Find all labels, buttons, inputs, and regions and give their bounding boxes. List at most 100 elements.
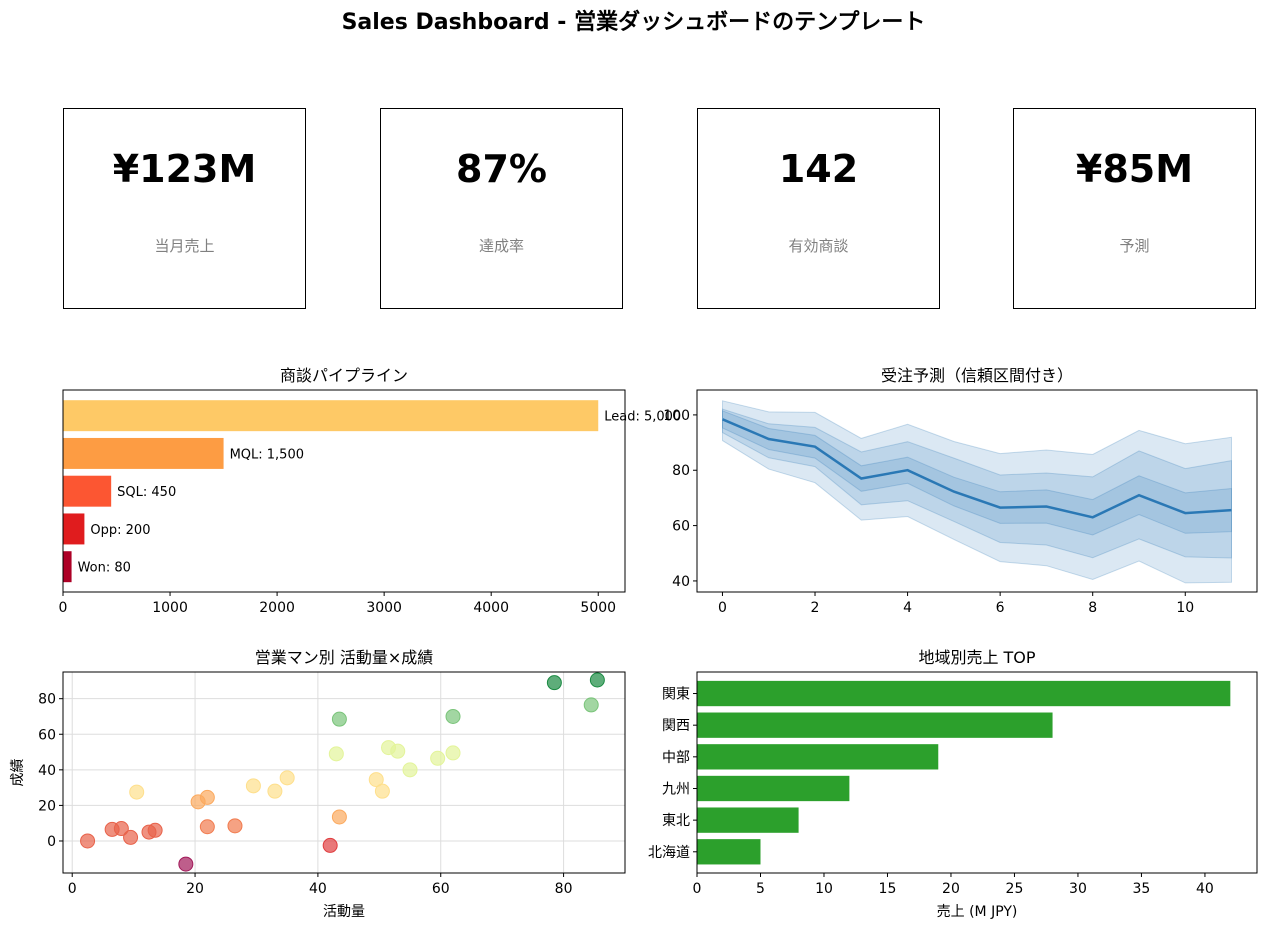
confidence-band-1 bbox=[722, 410, 1232, 536]
forecast-x-tick-label: 0 bbox=[718, 600, 727, 616]
pipeline-data-label: SQL: 450 bbox=[117, 485, 176, 500]
scatter-y-tick-label: 20 bbox=[38, 798, 56, 814]
scatter-x-tick-label: 0 bbox=[68, 881, 77, 897]
region-x-tick-label: 40 bbox=[1196, 881, 1214, 897]
scatter-point bbox=[445, 745, 461, 761]
confidence-band-3 bbox=[722, 400, 1232, 584]
kpi-card-monthly-sales: ¥123M 当月売上 bbox=[63, 108, 306, 309]
pipeline-x-tick-label: 4000 bbox=[473, 600, 509, 616]
scatter-x-tick-label: 60 bbox=[432, 881, 450, 897]
region-x-tick-label: 15 bbox=[879, 881, 897, 897]
pipeline-data-label: Won: 80 bbox=[78, 561, 131, 576]
scatter-point bbox=[227, 818, 243, 834]
forecast-x-tick-label: 2 bbox=[811, 600, 820, 616]
scatter-x-tick-label: 20 bbox=[186, 881, 204, 897]
scatter-point bbox=[430, 750, 446, 766]
scatter-y-tick-label: 40 bbox=[38, 763, 56, 779]
scatter-point bbox=[331, 809, 347, 825]
scatter-point bbox=[80, 833, 96, 849]
region-y-tick-label: 中部 bbox=[662, 750, 690, 766]
region-x-tick-label: 30 bbox=[1069, 881, 1087, 897]
kpi-label: 当月売上 bbox=[154, 237, 215, 255]
region-y-tick-label: 関東 bbox=[662, 687, 690, 703]
forecast-y-tick-label: 40 bbox=[672, 574, 690, 590]
forecast-y-tick-label: 100 bbox=[663, 408, 690, 424]
confidence-band-2 bbox=[722, 408, 1232, 559]
pipeline-data-label: Opp: 200 bbox=[90, 523, 150, 538]
forecast-plot-frame bbox=[696, 389, 1258, 593]
scatter-y-tick-label: 80 bbox=[38, 692, 56, 708]
scatter-x-axis-label: 活動量 bbox=[323, 904, 365, 920]
scatter-point bbox=[368, 772, 384, 788]
scatter-point bbox=[199, 789, 215, 805]
pipeline-plot-frame bbox=[62, 389, 626, 593]
region-bar bbox=[697, 744, 939, 770]
region-x-tick-label: 35 bbox=[1133, 881, 1151, 897]
forecast-x-tick-label: 6 bbox=[996, 600, 1005, 616]
region-plot-frame bbox=[696, 671, 1258, 874]
pipeline-x-tick-label: 2000 bbox=[259, 600, 295, 616]
scatter-point bbox=[147, 822, 163, 838]
forecast-chart-title: 受注予測（信頼区間付き） bbox=[881, 366, 1073, 385]
scatter-point bbox=[279, 770, 295, 786]
pipeline-x-tick-label: 3000 bbox=[366, 600, 402, 616]
region-x-tick-label: 25 bbox=[1006, 881, 1024, 897]
pipeline-x-tick-label: 5000 bbox=[580, 600, 616, 616]
forecast-y-tick-label: 60 bbox=[672, 519, 690, 535]
scatter-point bbox=[267, 783, 283, 799]
region-x-axis-label: 売上 (M JPY) bbox=[937, 904, 1018, 920]
pipeline-x-tick-label: 1000 bbox=[152, 600, 188, 616]
kpi-card-forecast: ¥85M 予測 bbox=[1013, 108, 1256, 309]
scatter-point bbox=[589, 672, 605, 688]
forecast-x-tick-label: 10 bbox=[1176, 600, 1194, 616]
scatter-point bbox=[129, 784, 145, 800]
scatter-chart-title: 営業マン別 活動量×成績 bbox=[255, 648, 434, 667]
pipeline-bar bbox=[63, 513, 85, 545]
kpi-label: 達成率 bbox=[478, 237, 524, 255]
region-bar bbox=[697, 680, 1231, 707]
region-x-tick-label: 5 bbox=[756, 881, 765, 897]
forecast-x-tick-label: 8 bbox=[1088, 600, 1097, 616]
region-bar bbox=[697, 712, 1053, 738]
kpi-value: 87% bbox=[456, 147, 547, 191]
region-y-tick-label: 九州 bbox=[662, 781, 690, 797]
region-y-tick-label: 北海道 bbox=[648, 845, 690, 861]
scatter-point bbox=[328, 746, 344, 762]
pipeline-x-tick-label: 0 bbox=[59, 600, 68, 616]
scatter-point bbox=[245, 778, 261, 794]
scatter-point bbox=[178, 856, 194, 872]
region-x-tick-label: 10 bbox=[815, 881, 833, 897]
scatter-point bbox=[374, 783, 390, 799]
pipeline-bar bbox=[63, 400, 599, 432]
kpi-value: ¥123M bbox=[112, 147, 257, 191]
scatter-point bbox=[402, 762, 418, 778]
kpi-label: 有効商談 bbox=[788, 237, 849, 255]
scatter-point bbox=[583, 697, 599, 713]
region-bar bbox=[697, 839, 761, 865]
scatter-plot-frame bbox=[62, 671, 626, 874]
scatter-y-axis-label: 成績 bbox=[10, 759, 26, 787]
kpi-label: 予測 bbox=[1119, 237, 1150, 255]
scatter-y-tick-label: 0 bbox=[47, 834, 56, 850]
region-x-tick-label: 0 bbox=[693, 881, 702, 897]
scatter-y-tick-label: 60 bbox=[38, 727, 56, 743]
pipeline-bar bbox=[63, 475, 112, 507]
scatter-point bbox=[390, 743, 406, 759]
kpi-card-achievement-rate: 87% 達成率 bbox=[380, 108, 623, 309]
region-y-tick-label: 関西 bbox=[662, 718, 690, 734]
scatter-point bbox=[546, 675, 562, 691]
scatter-x-tick-label: 80 bbox=[555, 881, 573, 897]
scatter-point bbox=[331, 711, 347, 727]
pipeline-bar bbox=[63, 437, 224, 469]
region-bar bbox=[697, 807, 799, 833]
pipeline-chart-title: 商談パイプライン bbox=[280, 366, 408, 385]
kpi-value: 142 bbox=[778, 147, 859, 191]
pipeline-data-label: Lead: 5,000 bbox=[604, 410, 681, 425]
page-title: Sales Dashboard - 営業ダッシュボードのテンプレート bbox=[341, 10, 926, 35]
scatter-point bbox=[322, 837, 338, 853]
scatter-point bbox=[123, 829, 139, 845]
region-bar bbox=[697, 775, 850, 802]
forecast-y-tick-label: 80 bbox=[672, 463, 690, 479]
region-x-tick-label: 20 bbox=[942, 881, 960, 897]
